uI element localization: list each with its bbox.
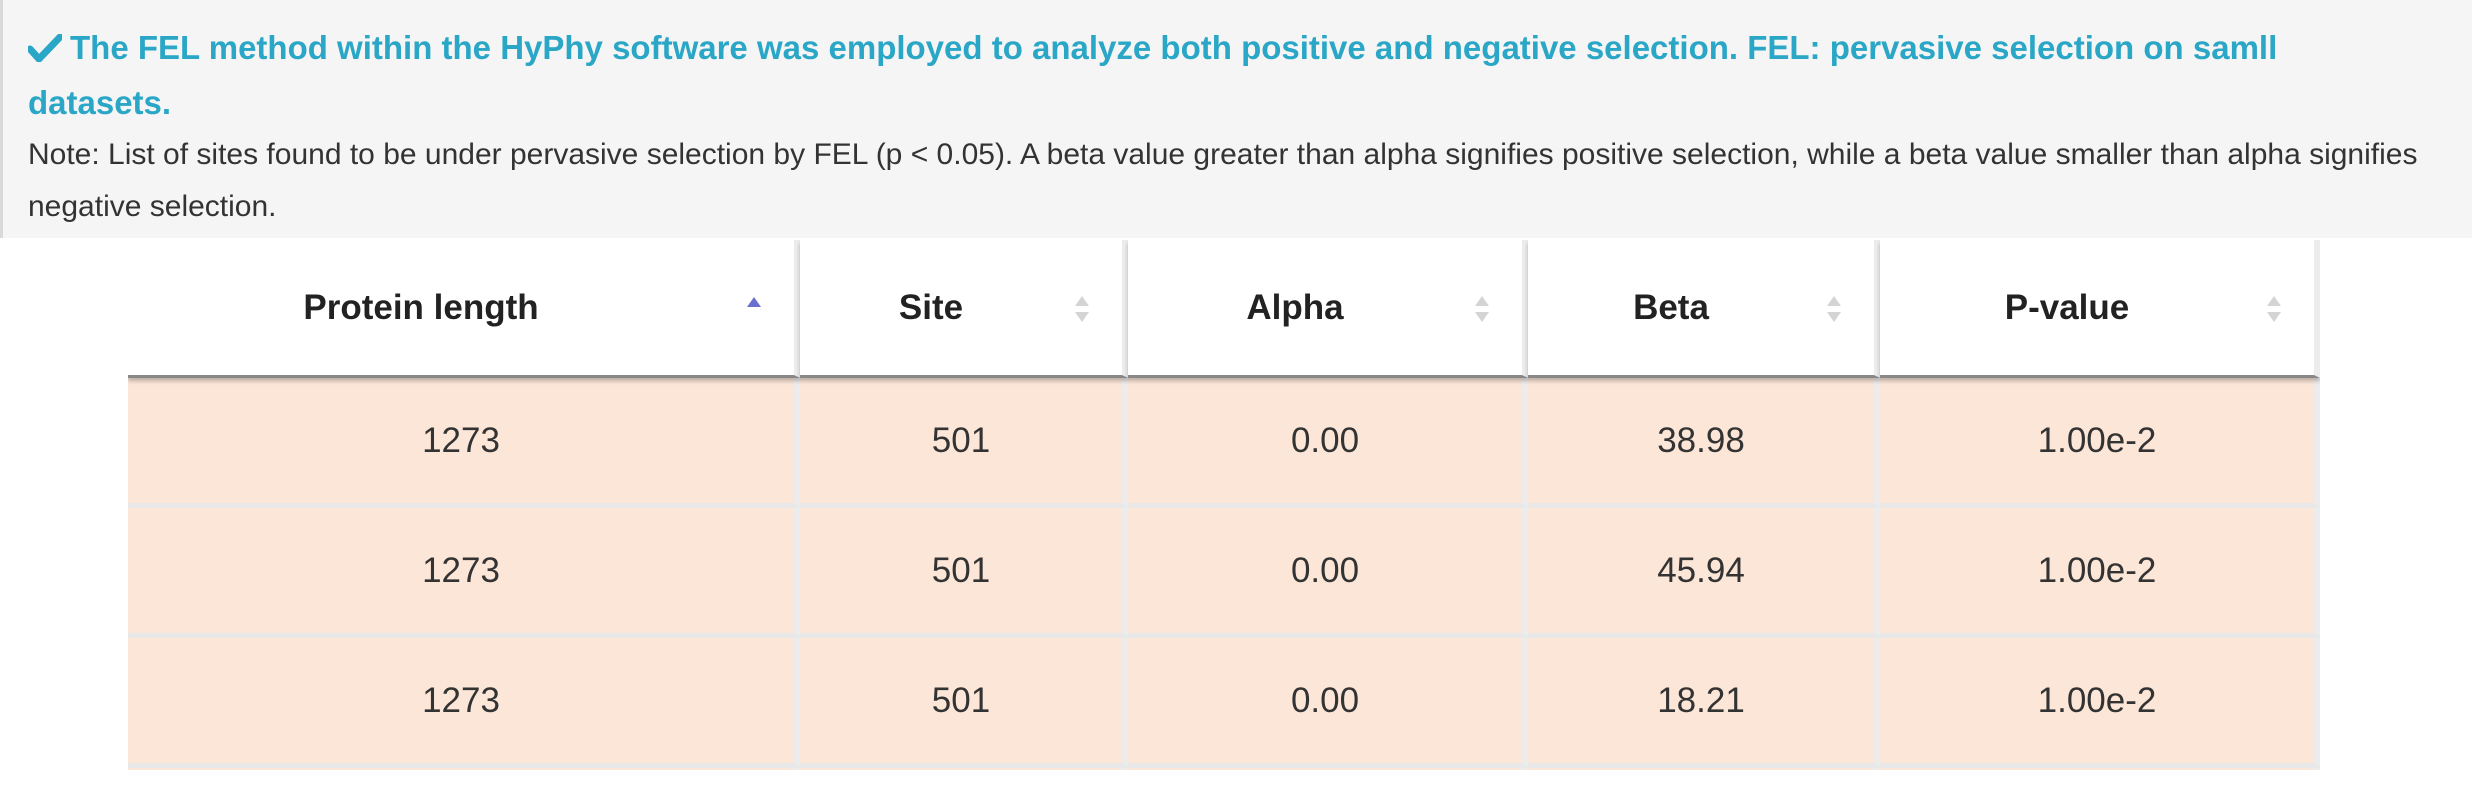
cell-site: 501: [800, 508, 1128, 638]
cell-protein-length: 1273: [128, 378, 800, 508]
column-label: Beta: [1633, 287, 1709, 327]
cell-beta: 18.21: [1528, 638, 1880, 768]
cell-protein-length: 1273: [128, 638, 800, 768]
table-row: 1273 501 0.00 38.98 1.00e-2: [128, 378, 2320, 508]
table-row: 1273 501 0.00 18.21 1.00e-2: [128, 638, 2320, 768]
table-row-partial: [128, 768, 2320, 770]
sort-both-icon[interactable]: [1826, 293, 1842, 323]
cell-p-value: 1.00e-2: [1880, 378, 2320, 508]
column-label: Alpha: [1246, 287, 1344, 327]
column-header-beta[interactable]: Beta: [1528, 240, 1880, 378]
cell-empty: [800, 768, 1128, 770]
panel-heading: The FEL method within the HyPhy software…: [26, 22, 2408, 129]
sort-both-icon[interactable]: [2266, 293, 2282, 323]
table-row: 1273 501 0.00 45.94 1.00e-2: [128, 508, 2320, 638]
panel-heading-text: The FEL method within the HyPhy software…: [28, 29, 2278, 121]
cell-site: 501: [800, 638, 1128, 768]
check-icon: [26, 25, 64, 77]
table-header-row: Protein length Site Alpha Beta P-value: [128, 240, 2320, 378]
info-panel: The FEL method within the HyPhy software…: [0, 0, 2472, 238]
column-header-p-value[interactable]: P-value: [1880, 240, 2320, 378]
sort-both-icon[interactable]: [1474, 293, 1490, 323]
cell-site: 501: [800, 378, 1128, 508]
cell-alpha: 0.00: [1128, 638, 1528, 768]
column-label: Protein length: [303, 287, 539, 327]
cell-p-value: 1.00e-2: [1880, 508, 2320, 638]
results-table-container: Protein length Site Alpha Beta P-value: [128, 240, 2320, 770]
cell-beta: 45.94: [1528, 508, 1880, 638]
column-header-protein-length[interactable]: Protein length: [128, 240, 800, 378]
cell-empty: [1528, 768, 1880, 770]
cell-p-value: 1.00e-2: [1880, 638, 2320, 768]
results-table: Protein length Site Alpha Beta P-value: [128, 240, 2320, 770]
column-label: Site: [898, 287, 964, 327]
cell-empty: [1880, 768, 2320, 770]
column-header-site[interactable]: Site: [800, 240, 1128, 378]
cell-alpha: 0.00: [1128, 378, 1528, 508]
cell-alpha: 0.00: [1128, 508, 1528, 638]
cell-empty: [1128, 768, 1528, 770]
sort-both-icon[interactable]: [1074, 293, 1090, 323]
sort-ascending-icon[interactable]: [746, 293, 762, 323]
panel-note: Note: List of sites found to be under pe…: [28, 138, 2418, 223]
cell-empty: [128, 768, 800, 770]
column-label: P-value: [2004, 287, 2130, 327]
cell-protein-length: 1273: [128, 508, 800, 638]
cell-beta: 38.98: [1528, 378, 1880, 508]
column-header-alpha[interactable]: Alpha: [1128, 240, 1528, 378]
